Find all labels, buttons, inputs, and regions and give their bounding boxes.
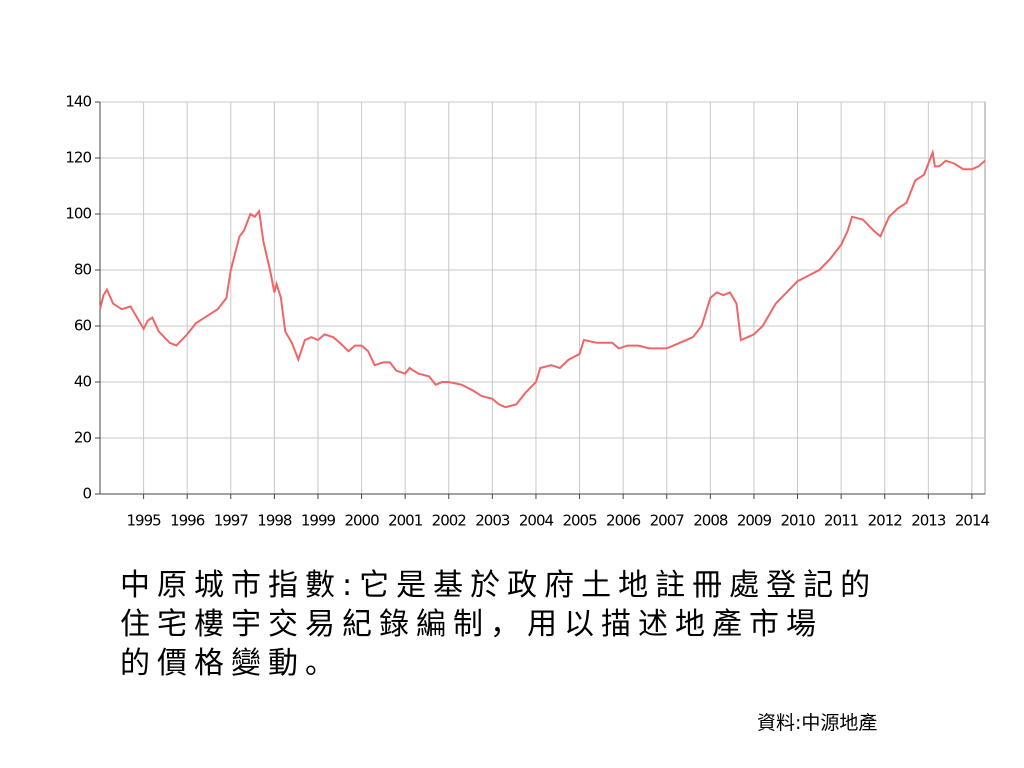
x-tick-label: 2000 [344,512,379,530]
x-tick-label: 1997 [214,512,249,530]
x-tick-label: 2012 [868,512,903,530]
x-tick-label: 2006 [606,512,641,530]
x-tick-label: 2013 [911,512,946,530]
x-tick-label: 2005 [562,512,597,530]
description: 中原城市指數:它是基於政府土地註冊處登記的 住宅樓宇交易紀錄編制，用以描述地產市… [120,566,940,683]
x-tick-label: 1996 [170,512,205,530]
x-tick-label: 2007 [650,512,685,530]
x-tick-label: 2008 [693,512,728,530]
chart: 0 20 40 60 80 100 120 140 1995 1996 1997 1998 1999 20… [65,93,990,530]
y-tick-label: 20 [74,429,92,447]
x-tick-label: 2002 [432,512,467,530]
x-tick-label: 2009 [737,512,772,530]
description-line: 中原城市指數:它是基於政府土地註冊處登記的 [120,568,878,603]
x-tick-label: 2004 [519,512,554,530]
x-tick-label: 1995 [127,512,162,530]
x-tick-label: 1998 [257,512,292,530]
description-line: 住宅樓宇交易紀錄編制，用以描述地產市場 [120,607,823,642]
plot-area [99,101,986,495]
y-tick-label: 140 [65,93,91,111]
description-line: 的價格變動。 [120,646,342,681]
y-tick-label: 100 [65,205,91,223]
x-tick-label: 2001 [388,512,423,530]
x-tick-label: 2003 [475,512,510,530]
x-tick-label: 1999 [301,512,336,530]
y-tick-label: 40 [74,373,92,391]
y-tick-label: 60 [74,317,92,335]
y-tick-label: 0 [82,485,91,503]
x-tick-label: 2014 [955,512,990,530]
x-tick-label: 2010 [780,512,815,530]
source: 資料:中源地產 [757,712,878,734]
y-tick-label: 120 [65,149,91,167]
x-tick-label: 2011 [824,512,859,530]
y-tick-label: 80 [74,261,92,279]
line-series [99,148,986,409]
